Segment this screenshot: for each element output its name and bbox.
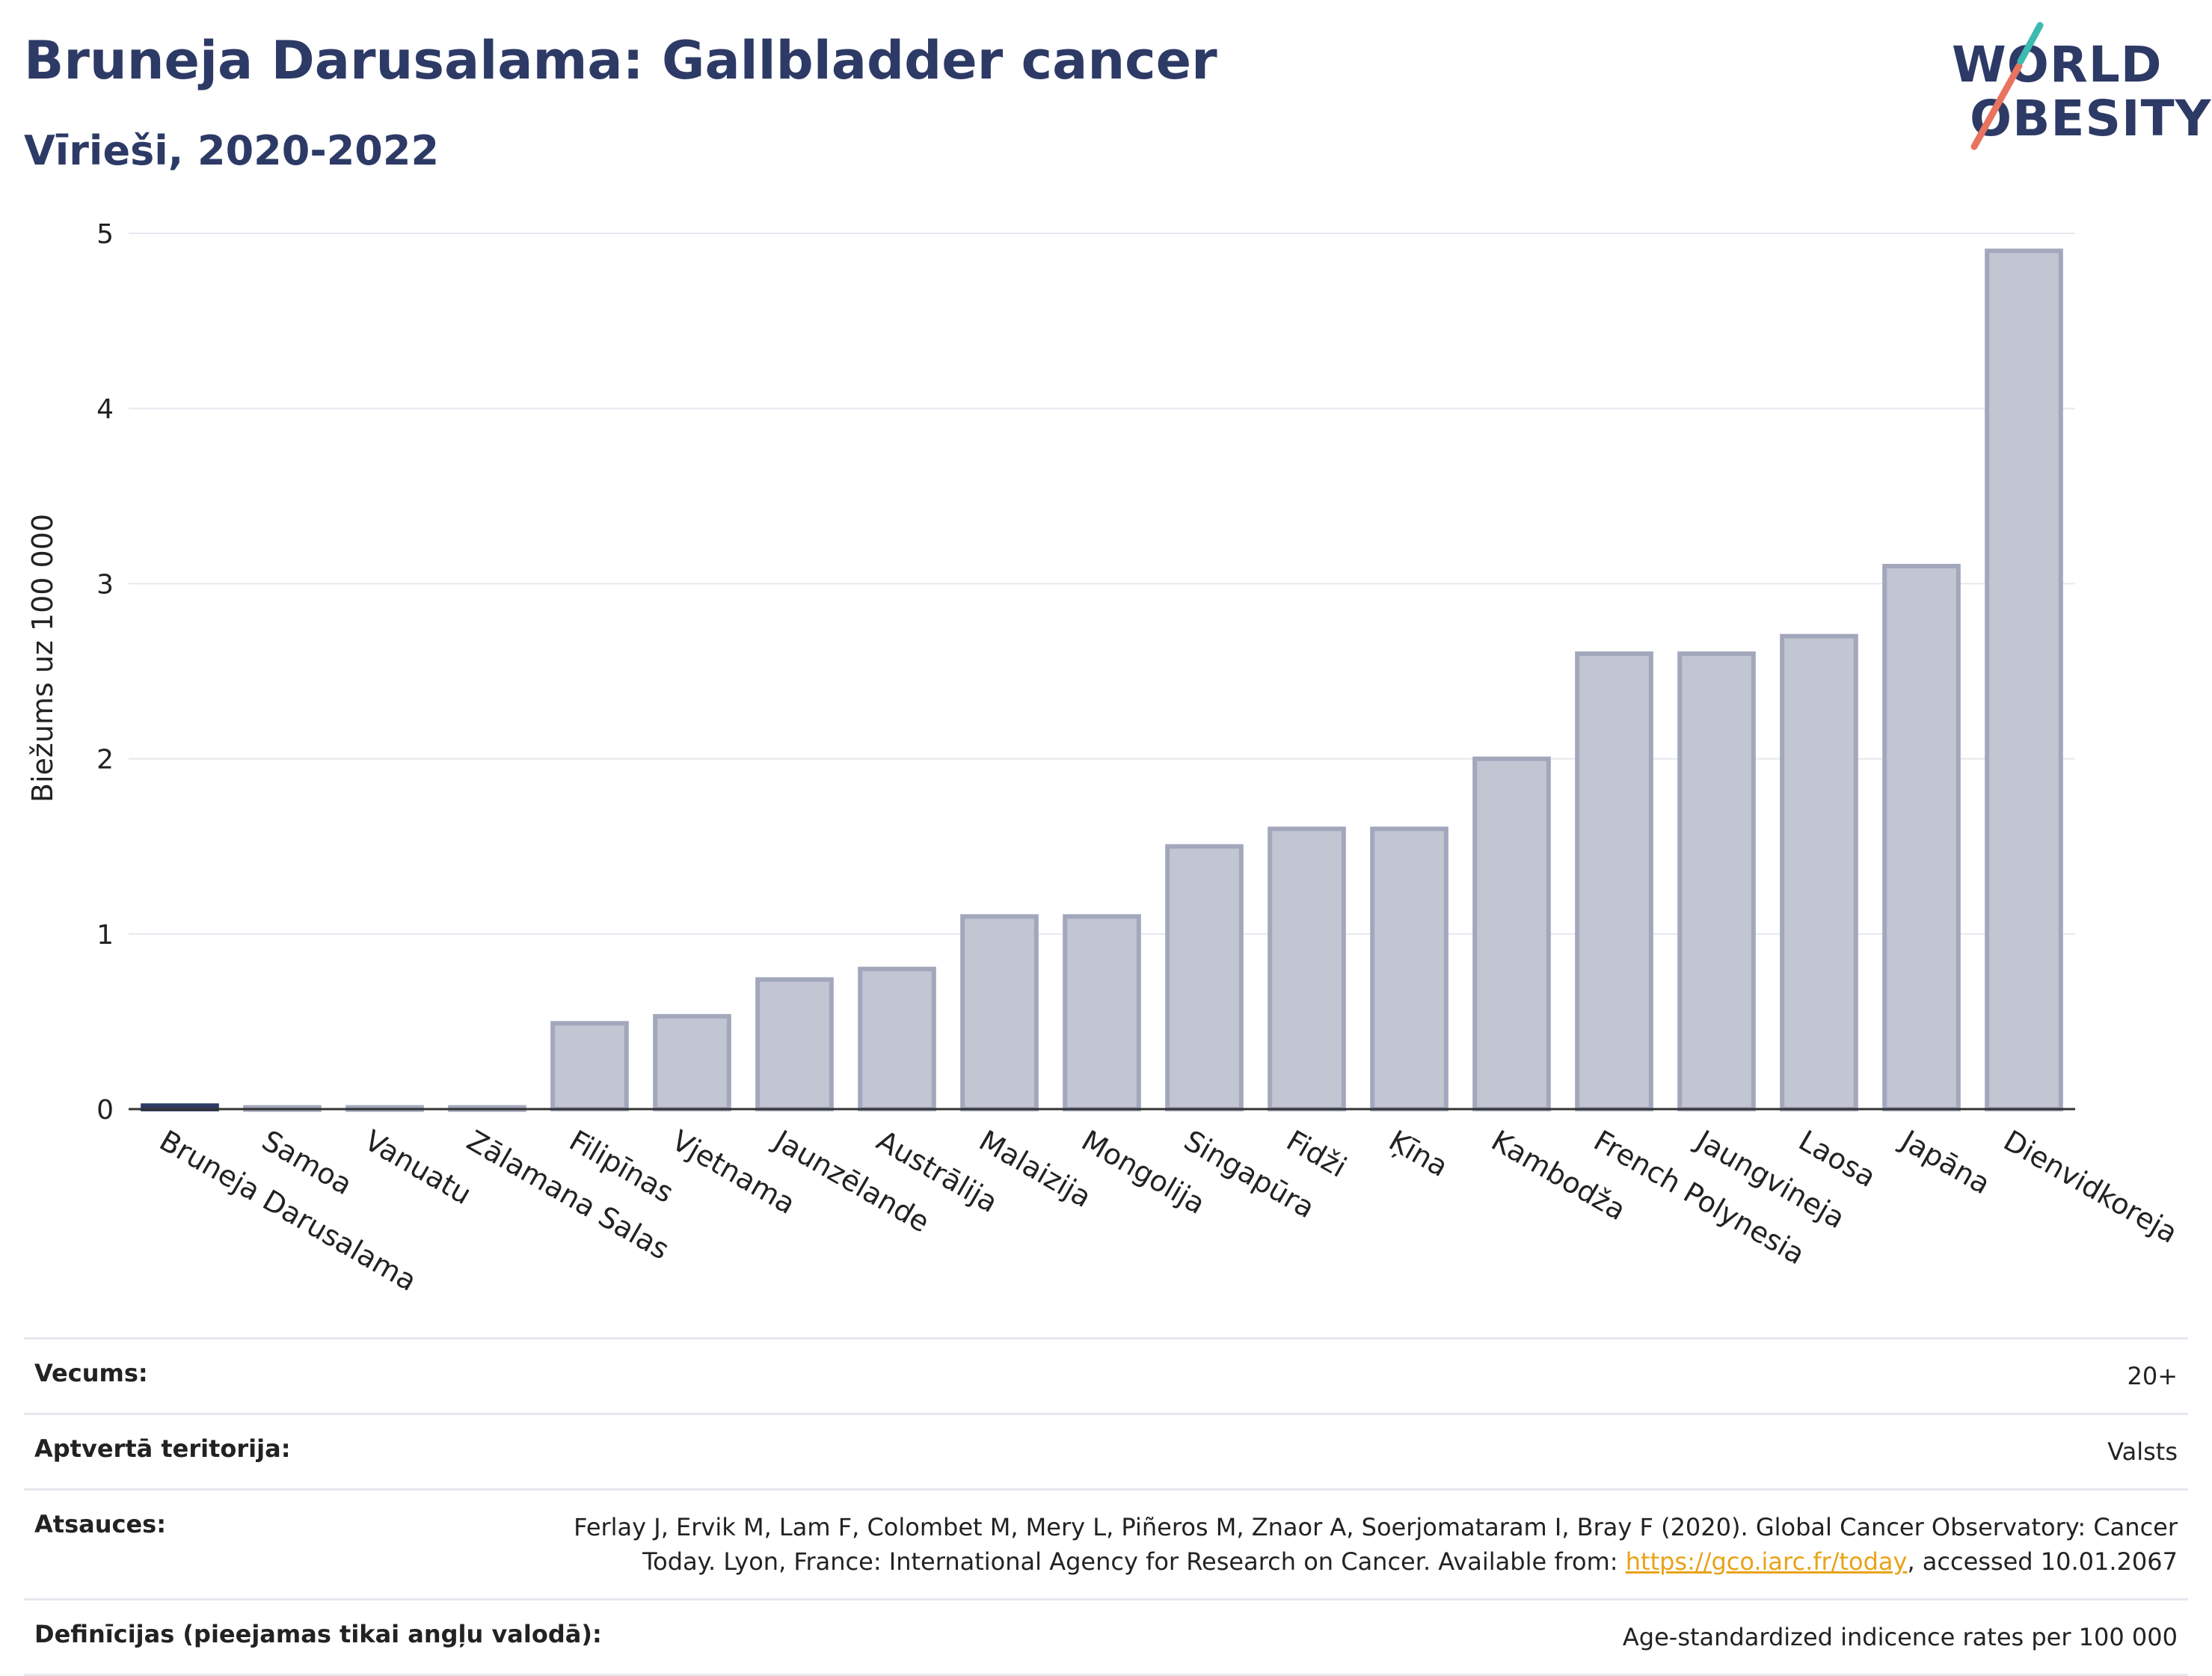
y-tick-label: 0: [96, 1095, 114, 1126]
y-tick-label: 4: [96, 394, 114, 425]
meta-row-definitions: Definīcijas (pieejamas tikai angļu valod…: [24, 1598, 2188, 1676]
bar: [1677, 651, 1756, 1111]
logo-slash-icon: [1970, 22, 2044, 150]
bar: [653, 1013, 731, 1112]
definitions-value: Age-standardized indicence rates per 100…: [1622, 1623, 2178, 1651]
bar: [1882, 563, 1961, 1111]
x-tick-label: Ķīna: [1383, 1124, 1454, 1184]
y-tick-label: 1: [96, 920, 114, 951]
logo-line-1: WORLD: [1952, 36, 2163, 93]
meta-row-references: Atsauces: Ferlay J, Ervik M, Lam F, Colo…: [24, 1488, 2188, 1598]
bar: [858, 966, 936, 1112]
references-value: Ferlay J, Ervik M, Lam F, Colombet M, Me…: [574, 1510, 2178, 1579]
world-obesity-logo: WORLD OBESITY: [1952, 21, 2211, 156]
y-axis-label: Biežums uz 100 000: [26, 514, 59, 802]
bar: [1268, 826, 1346, 1112]
y-tick-label: 3: [96, 569, 114, 600]
bar: [1370, 826, 1448, 1112]
y-axis-ticks: 0 1 2 3 4 5: [96, 219, 114, 1126]
page-subtitle: Vīrieši, 2020-2022: [24, 127, 440, 174]
x-tick-label: Japāna: [1894, 1123, 1996, 1201]
x-tick-label: Dienvidkoreja: [1998, 1124, 2183, 1250]
bar: [1165, 844, 1244, 1111]
page-title: Bruneja Darusalama: Gallbladder cancer: [24, 30, 1217, 91]
bar: [1063, 914, 1141, 1111]
references-link[interactable]: https://gco.iarc.fr/today: [1625, 1547, 1908, 1576]
logo-line-2: OBESITY: [1970, 90, 2212, 147]
references-label: Atsauces:: [34, 1510, 166, 1538]
bar: [755, 977, 834, 1112]
x-tick-label: Vanuatu: [359, 1124, 477, 1211]
age-label: Vecums:: [34, 1359, 148, 1387]
age-value: 20+: [2127, 1362, 2178, 1390]
bars: [141, 248, 2063, 1112]
metadata-table: Vecums: 20+ Aptvertā teritorija: Valsts …: [24, 1337, 2188, 1676]
y-tick-label: 2: [96, 745, 114, 776]
references-line-1: Ferlay J, Ervik M, Lam F, Colombet M, Me…: [574, 1513, 2178, 1541]
bar-chart: 0 1 2 3 4 5 Biežums uz 100 000 Bruneja Darusa…: [26, 219, 2183, 1298]
references-line-2-pre: Today. Lyon, France: International Agenc…: [642, 1547, 1626, 1576]
bar: [960, 914, 1039, 1111]
references-line-2-post: , accessed 10.01.2067: [1907, 1547, 2178, 1576]
y-tick-label: 5: [96, 219, 114, 250]
coverage-label: Aptvertā teritorija:: [34, 1434, 291, 1463]
bar: [1985, 248, 2063, 1111]
x-tick-label: Fidži: [1281, 1124, 1352, 1184]
meta-row-coverage: Aptvertā teritorija: Valsts: [24, 1413, 2188, 1488]
coverage-value: Valsts: [2107, 1437, 2178, 1466]
definitions-label: Definīcijas (pieejamas tikai angļu valod…: [34, 1620, 602, 1648]
bar: [1780, 633, 1858, 1111]
bar: [1575, 651, 1653, 1111]
bar: [550, 1021, 629, 1111]
meta-row-age: Vecums: 20+: [24, 1337, 2188, 1413]
bar: [1472, 756, 1551, 1111]
